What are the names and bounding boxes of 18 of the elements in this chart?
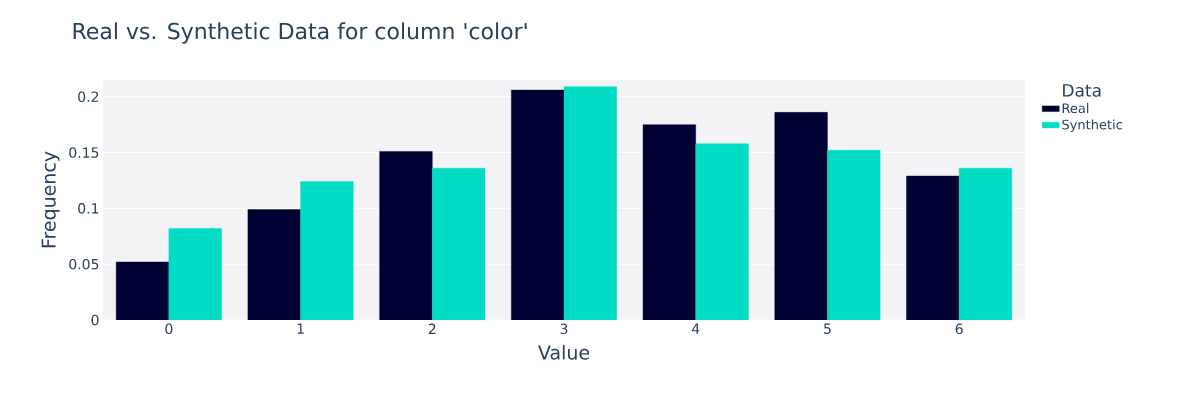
y-tick-label: 0.1 [78, 203, 99, 214]
legend-label: Synthetic [1062, 119, 1122, 132]
y-tick-label: 0.2 [78, 91, 99, 103]
y-tick-label: 0.05 [69, 258, 99, 270]
x-tick-label: 0 [165, 323, 173, 335]
y-tick-label: 0.15 [69, 147, 99, 158]
x-axis-title: Value [538, 344, 590, 360]
y-tick-label: 0 [91, 314, 99, 326]
y-axis-title: Frequency [41, 151, 60, 248]
x-tick-label: 6 [955, 323, 963, 335]
x-tick-label: 1 [297, 323, 304, 334]
x-tick-label: 4 [691, 323, 700, 334]
x-tick-label: 2 [428, 323, 436, 334]
x-tick-label: 5 [824, 323, 831, 334]
x-tick-label: 3 [560, 323, 568, 335]
legend-label: Real [1062, 103, 1089, 114]
chart-title: Real vs. Synthetic Data for column 'color' [73, 22, 527, 44]
legend-title: Data [1063, 84, 1101, 97]
